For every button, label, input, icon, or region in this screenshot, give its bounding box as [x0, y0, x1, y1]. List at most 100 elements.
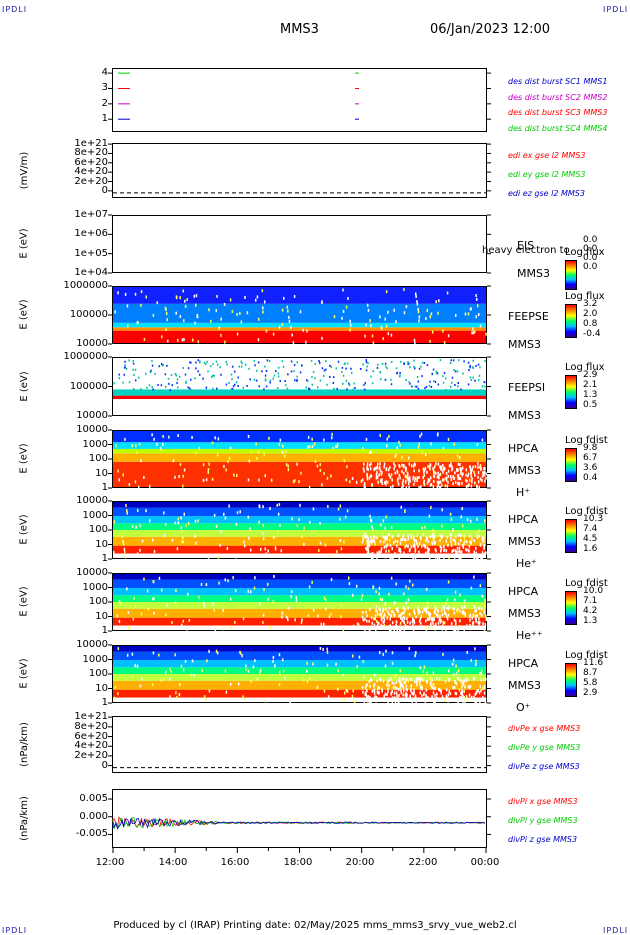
heatmap-gap — [380, 618, 383, 622]
heatmap-speck — [203, 604, 206, 608]
heatmap-gap — [448, 553, 450, 557]
heatmap-speck — [326, 650, 329, 654]
heatmap-speck — [113, 382, 116, 385]
heatmap-speck — [171, 538, 174, 542]
heatmap-gap — [397, 534, 400, 538]
legend-entry: des dist burst SC2 MMS2 — [508, 92, 608, 102]
heatmap-speck — [117, 469, 119, 473]
heatmap-speck — [464, 312, 467, 316]
heatmap-speck — [248, 367, 250, 370]
heatmap-speck — [394, 675, 396, 679]
heatmap-speck — [235, 473, 238, 477]
heatmap-gap — [391, 621, 394, 625]
heatmap-speck — [306, 329, 308, 333]
heatmap-speck — [224, 578, 227, 582]
heatmap-speck — [322, 647, 324, 651]
heatmap-speck — [466, 650, 468, 654]
heatmap-speck — [242, 695, 244, 699]
heatmap-speck — [216, 387, 218, 390]
heatmap-speck — [463, 695, 466, 699]
heatmap-gap — [392, 484, 394, 488]
heatmap-speck — [194, 321, 196, 325]
heatmap-speck — [185, 524, 187, 528]
heatmap-speck — [239, 312, 241, 316]
heatmap-gap — [378, 686, 380, 690]
instrument-label: EIS — [517, 239, 535, 252]
heatmap-gap — [423, 470, 425, 474]
heatmap-gap — [407, 476, 409, 480]
legend-entry: edi ey gse l2 MMS3 — [508, 170, 586, 179]
heatmap-speck — [481, 594, 484, 598]
heatmap-gap — [467, 484, 469, 488]
heatmap-speck — [366, 303, 369, 307]
heatmap-speck — [370, 519, 373, 523]
heatmap-gap — [436, 609, 439, 613]
colorbar-title: Log fdist — [565, 506, 608, 517]
heatmap-speck — [259, 547, 262, 551]
heatmap-gap — [380, 623, 383, 627]
heatmap-speck — [216, 651, 219, 655]
heatmap-gap — [362, 467, 365, 471]
heatmap-gap — [470, 484, 473, 488]
heatmap-gap — [371, 483, 373, 487]
heatmap-speck — [381, 362, 384, 365]
heatmap-gap — [371, 621, 373, 625]
heatmap-gap — [416, 479, 418, 483]
heatmap-gap — [367, 551, 370, 555]
heatmap-gap — [427, 479, 430, 483]
heatmap-gap — [446, 617, 449, 621]
heatmap-gap — [409, 694, 411, 698]
heatmap-speck — [113, 551, 115, 555]
heatmap-gap — [376, 609, 378, 613]
heatmap-gap — [458, 546, 461, 550]
heatmap-speck — [193, 294, 196, 298]
heatmap-speck — [143, 475, 145, 479]
heatmap-gap — [458, 688, 461, 692]
heatmap-speck — [384, 317, 387, 321]
heatmap-speck — [202, 463, 205, 467]
heatmap-gap — [468, 686, 471, 690]
heatmap-speck — [245, 667, 247, 671]
heatmap-gap — [402, 626, 404, 630]
y-tick-label: 10000 — [76, 338, 108, 349]
heatmap-gap — [450, 625, 452, 629]
heatmap-gap — [445, 688, 448, 692]
heatmap-speck — [453, 442, 456, 446]
heatmap-gap — [449, 554, 451, 558]
heatmap-gap — [366, 625, 369, 629]
heatmap-gap — [363, 462, 365, 466]
x-tick-label: 16:00 — [220, 857, 250, 868]
heatmap-speck — [433, 380, 435, 383]
heatmap-gap — [369, 608, 371, 612]
heatmap-band — [113, 523, 486, 530]
heatmap-gap — [376, 556, 378, 560]
heatmap-speck — [198, 373, 201, 376]
heatmap-gap — [370, 677, 372, 681]
heatmap-speck — [378, 592, 380, 596]
heatmap-gap — [366, 540, 369, 544]
legend-entry: des dist burst SC3 MMS3 — [508, 108, 608, 117]
heatmap-gap — [447, 480, 449, 484]
heatmap-speck — [345, 478, 348, 482]
heatmap-speck — [391, 651, 394, 655]
heatmap-speck — [231, 387, 234, 390]
heatmap-gap — [470, 541, 472, 545]
heatmap-speck — [274, 664, 276, 668]
heatmap-speck — [373, 534, 375, 538]
heatmap-band — [113, 389, 486, 396]
heatmap-speck — [413, 359, 415, 362]
heatmap-gap — [390, 485, 392, 489]
y-tick-label: 4 — [101, 67, 108, 79]
heatmap-speck — [365, 369, 368, 372]
heatmap-speck — [370, 450, 372, 454]
heatmap-gap — [441, 626, 443, 630]
heatmap-speck — [266, 699, 269, 703]
heatmap-gap — [417, 611, 420, 615]
heatmap-gap — [456, 467, 458, 471]
heatmap-gap — [381, 609, 384, 613]
heatmap-gap — [439, 534, 442, 538]
heatmap-gap — [471, 477, 473, 481]
colorbar — [565, 448, 577, 482]
heatmap-speck — [187, 592, 189, 596]
heatmap-speck — [321, 483, 323, 487]
